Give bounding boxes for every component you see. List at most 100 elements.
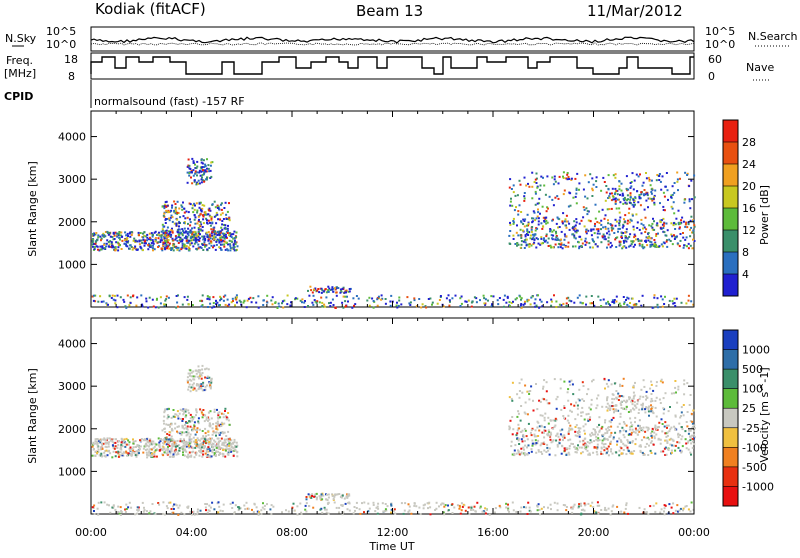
radar-echo-cell bbox=[632, 386, 635, 389]
radar-echo-cell bbox=[615, 190, 618, 192]
radar-echo-cell bbox=[594, 203, 597, 206]
radar-echo-cell bbox=[537, 223, 540, 226]
radar-echo-cell bbox=[218, 208, 220, 211]
radar-echo-cell bbox=[104, 235, 107, 238]
radar-echo-cell bbox=[561, 247, 564, 250]
radar-echo-cell bbox=[529, 431, 532, 434]
radar-echo-cell bbox=[607, 385, 610, 388]
radar-echo-cell bbox=[95, 245, 98, 248]
radar-echo-cell bbox=[685, 447, 688, 450]
radar-echo-cell bbox=[517, 234, 520, 237]
radar-echo-cell bbox=[164, 408, 167, 411]
radar-echo-cell bbox=[217, 412, 220, 415]
radar-echo-cell bbox=[537, 421, 540, 424]
radar-echo-cell bbox=[588, 242, 591, 245]
radar-echo-cell bbox=[626, 222, 629, 225]
radar-echo-cell bbox=[551, 219, 554, 222]
radar-echo-cell bbox=[174, 208, 177, 211]
radar-echo-cell bbox=[227, 224, 229, 227]
radar-echo-cell bbox=[592, 506, 595, 508]
radar-echo-cell bbox=[580, 452, 583, 455]
radar-echo-cell bbox=[208, 438, 210, 441]
radar-echo-cell bbox=[584, 174, 587, 177]
radar-echo-cell bbox=[562, 175, 564, 178]
radar-echo-cell bbox=[187, 211, 190, 214]
radar-echo-cell bbox=[205, 435, 208, 438]
radar-echo-cell bbox=[320, 495, 323, 498]
radar-echo-cell bbox=[96, 440, 99, 443]
radar-echo-cell bbox=[523, 192, 526, 194]
radar-echo-cell bbox=[213, 411, 216, 413]
nave-label: Nave bbox=[746, 61, 774, 74]
radar-echo-cell bbox=[582, 188, 585, 191]
radar-echo-cell bbox=[693, 224, 696, 227]
radar-echo-cell bbox=[207, 450, 210, 453]
radar-echo-cell bbox=[618, 207, 621, 210]
radar-echo-cell bbox=[233, 230, 236, 233]
colorbar-swatch bbox=[723, 142, 738, 165]
radar-echo-cell bbox=[161, 449, 164, 451]
radar-echo-cell bbox=[590, 302, 593, 305]
radar-echo-cell bbox=[618, 227, 621, 230]
radar-echo-cell bbox=[625, 202, 628, 205]
radar-echo-cell bbox=[134, 239, 137, 242]
radar-echo-cell bbox=[174, 413, 177, 416]
radar-echo-cell bbox=[493, 511, 496, 514]
radar-echo-cell bbox=[108, 504, 110, 507]
radar-echo-cell bbox=[676, 504, 679, 507]
radar-echo-cell bbox=[216, 416, 219, 419]
radar-echo-cell bbox=[227, 437, 230, 440]
radar-echo-cell bbox=[650, 452, 653, 454]
radar-echo-cell bbox=[186, 241, 189, 244]
radar-echo-cell bbox=[541, 205, 544, 208]
radar-echo-cell bbox=[233, 246, 236, 249]
radar-echo-cell bbox=[686, 174, 689, 176]
radar-echo-cell bbox=[561, 222, 564, 225]
radar-echo-cell bbox=[668, 299, 671, 302]
radar-echo-cell bbox=[162, 225, 165, 228]
radar-echo-cell bbox=[665, 240, 668, 243]
radar-echo-cell bbox=[640, 239, 643, 242]
radar-echo-cell bbox=[116, 306, 119, 309]
radar-echo-cell bbox=[226, 248, 229, 251]
radar-echo-cell bbox=[661, 305, 664, 308]
radar-echo-cell bbox=[177, 235, 180, 238]
radar-echo-cell bbox=[526, 230, 529, 233]
radar-echo-cell bbox=[159, 448, 162, 451]
radar-echo-cell bbox=[328, 287, 331, 290]
radar-echo-cell bbox=[172, 508, 175, 510]
radar-echo-cell bbox=[646, 192, 649, 195]
radar-echo-cell bbox=[623, 240, 625, 243]
radar-echo-cell bbox=[345, 304, 348, 307]
radar-echo-cell bbox=[207, 239, 210, 242]
radar-echo-cell bbox=[521, 440, 524, 443]
radar-echo-cell bbox=[672, 302, 675, 305]
radar-echo-cell bbox=[606, 438, 609, 441]
radar-echo-cell bbox=[321, 301, 324, 304]
radar-echo-cell bbox=[603, 217, 606, 220]
radar-echo-cell bbox=[182, 442, 185, 445]
radar-echo-cell bbox=[345, 495, 348, 498]
radar-echo-cell bbox=[615, 207, 618, 210]
radar-echo-cell bbox=[680, 438, 683, 441]
radar-echo-cell bbox=[531, 217, 533, 220]
radar-echo-cell bbox=[625, 299, 627, 301]
radar-echo-cell bbox=[689, 394, 692, 396]
radar-echo-cell bbox=[601, 405, 604, 408]
radar-echo-cell bbox=[194, 216, 197, 219]
radar-echo-cell bbox=[208, 418, 211, 421]
radar-echo-cell bbox=[209, 386, 212, 389]
radar-echo-cell bbox=[608, 435, 611, 438]
radar-echo-cell bbox=[376, 512, 379, 515]
radar-echo-cell bbox=[666, 424, 668, 427]
radar-echo-cell bbox=[632, 198, 635, 201]
radar-echo-cell bbox=[616, 193, 619, 196]
radar-echo-cell bbox=[170, 423, 173, 426]
radar-echo-cell bbox=[583, 447, 586, 450]
velocity-ylabel: Slant Range [km] bbox=[26, 368, 39, 464]
radar-echo-cell bbox=[320, 291, 323, 294]
radar-echo-cell bbox=[177, 425, 180, 428]
radar-echo-cell bbox=[305, 502, 308, 505]
radar-echo-cell bbox=[667, 198, 669, 201]
radar-echo-cell bbox=[595, 511, 598, 514]
